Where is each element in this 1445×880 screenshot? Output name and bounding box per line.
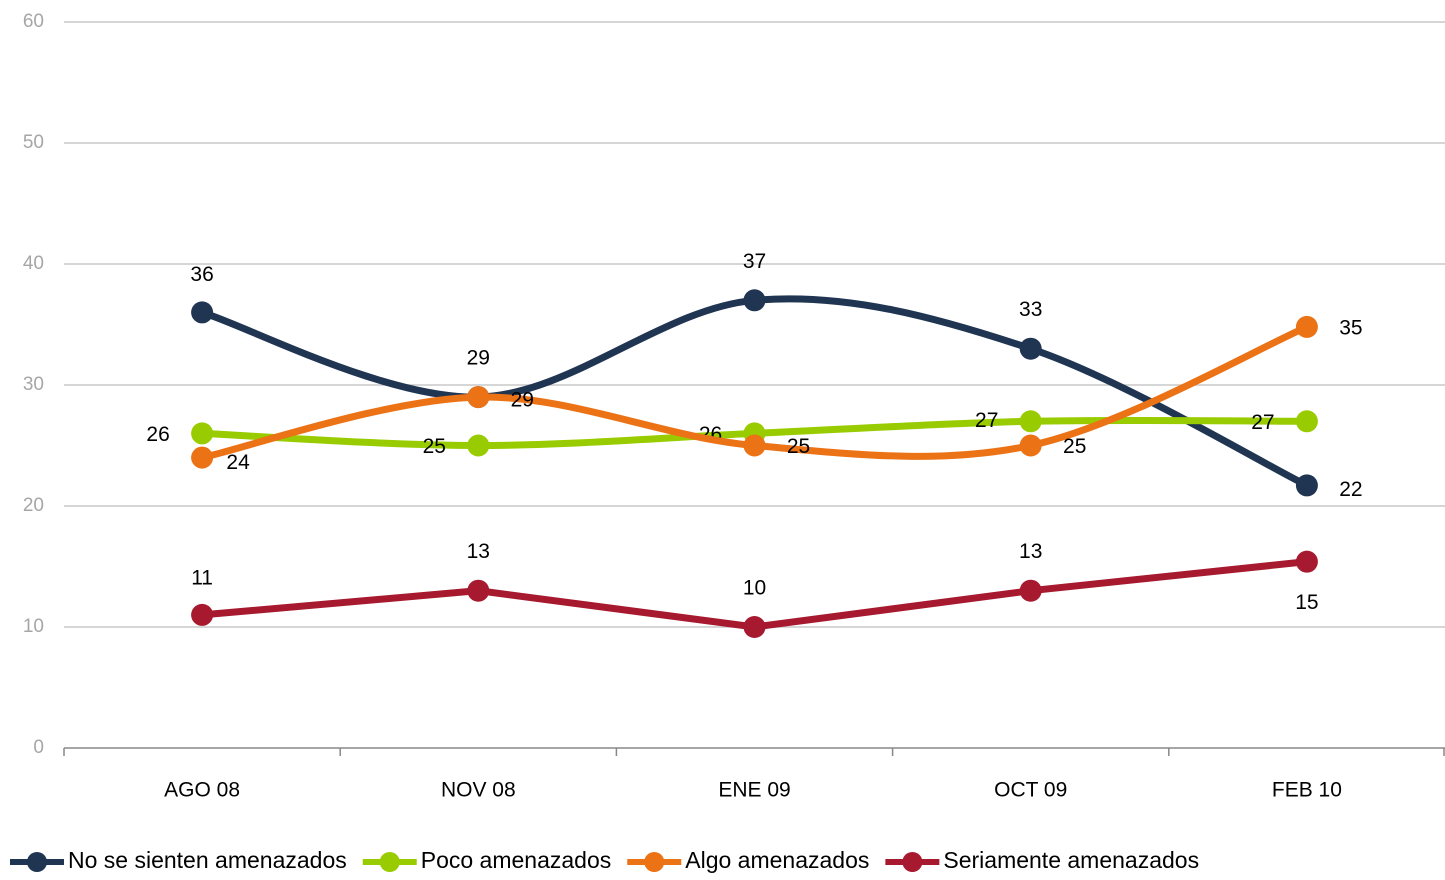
data-label: 36: [190, 263, 213, 286]
data-point: [191, 422, 214, 445]
data-label: 10: [743, 577, 766, 600]
data-label: 25: [787, 435, 810, 458]
legend-label: Algo amenazados: [685, 847, 869, 873]
data-point: [467, 579, 490, 602]
data-point: [1019, 410, 1042, 433]
data-label: 13: [467, 540, 490, 563]
data-point: [1295, 410, 1318, 433]
data-label: 37: [743, 250, 766, 273]
data-label: 27: [1251, 411, 1274, 434]
x-tick-label: FEB 10: [1272, 779, 1342, 802]
data-point: [191, 301, 214, 324]
y-tick-label: 50: [23, 132, 44, 153]
legend-marker: [379, 852, 400, 872]
data-point: [191, 446, 214, 469]
data-label: 13: [1019, 540, 1042, 563]
y-tick-label: 30: [23, 374, 44, 395]
legend-label: Poco amenazados: [421, 847, 612, 873]
legend-label: No se sienten amenazados: [68, 847, 347, 873]
series-line: [198, 295, 1311, 489]
data-label: 25: [1063, 435, 1086, 458]
data-point: [1295, 474, 1318, 497]
data-label: 27: [975, 409, 998, 432]
data-point: [1019, 337, 1042, 360]
data-label: 15: [1295, 591, 1318, 614]
data-point: [467, 434, 490, 457]
data-label: 11: [191, 566, 213, 589]
y-tick-label: 10: [23, 616, 44, 637]
data-point: [467, 386, 490, 409]
data-point: [1295, 315, 1318, 338]
x-tick-label: ENE 09: [718, 779, 790, 802]
data-label: 26: [146, 423, 169, 446]
data-label: 35: [1339, 316, 1362, 339]
data-label: 33: [1019, 298, 1042, 321]
y-tick-label: 60: [23, 11, 44, 32]
data-point: [743, 434, 766, 457]
data-label: 24: [226, 451, 250, 474]
data-label: 25: [423, 435, 446, 458]
data-point: [743, 616, 766, 638]
y-tick-label: 20: [23, 495, 44, 516]
data-point: [1295, 550, 1318, 573]
data-point: [743, 289, 766, 312]
y-tick-label: 0: [33, 737, 44, 758]
legend-marker: [644, 852, 665, 872]
x-tick-label: OCT 09: [994, 779, 1067, 802]
y-tick-label: 40: [23, 253, 44, 274]
legend-label: Seriamente amenazados: [943, 847, 1199, 873]
data-label: 22: [1339, 478, 1362, 501]
legend-marker: [902, 852, 923, 872]
data-label: 29: [511, 389, 534, 412]
data-point: [191, 603, 214, 626]
data-point: [1019, 434, 1042, 457]
x-tick-label: AGO 08: [164, 779, 240, 802]
data-label: 29: [467, 347, 490, 370]
legend-marker: [27, 852, 47, 872]
data-point: [1019, 579, 1042, 602]
x-tick-label: NOV 08: [441, 779, 516, 802]
